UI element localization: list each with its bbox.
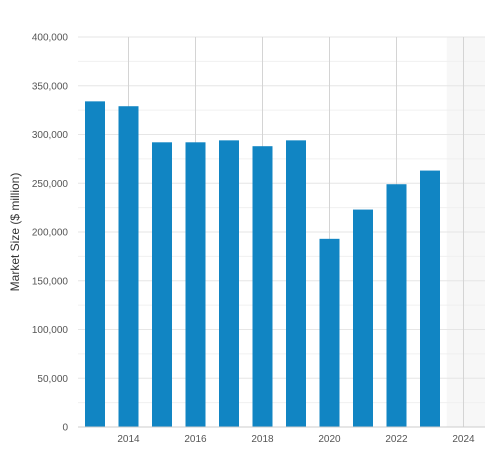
x-tick-label: 2024 [452,434,475,445]
bar-2022 [386,184,407,427]
bar-2023 [420,170,440,427]
bar-2017 [219,140,239,427]
y-tick-label: 50,000 [37,374,68,385]
y-tick-label: 200,000 [32,228,69,239]
x-tick-label: 2014 [117,434,140,445]
y-axis-title: Market Size ($ million) [8,173,22,292]
y-axis-ticks: 0 50,000 100,000 150,000 200,000 250,000 300,0… [32,33,69,434]
bar-2019 [286,140,306,427]
x-tick-label: 2018 [251,434,274,445]
y-tick-label: 350,000 [32,81,69,92]
x-tick-label: 2020 [318,434,341,445]
bar-series [85,101,440,428]
bar-2018 [252,146,273,427]
x-tick-label: 2022 [385,434,408,445]
y-tick-label: 400,000 [32,33,69,44]
y-tick-label: 250,000 [32,179,69,190]
bar-2014 [118,106,139,427]
y-tick-label: 150,000 [32,276,69,287]
bar-2021 [353,209,373,427]
y-tick-label: 300,000 [32,130,69,141]
y-tick-label: 0 [62,423,68,434]
bar-2013 [85,101,105,427]
y-tick-label: 100,000 [32,325,69,336]
bar-2015 [152,142,172,428]
bar-2020 [319,238,340,427]
bar-2016 [185,142,206,428]
x-axis-ticks: 2014 2016 2018 2020 2022 2024 [117,434,475,445]
x-tick-label: 2016 [184,434,207,445]
